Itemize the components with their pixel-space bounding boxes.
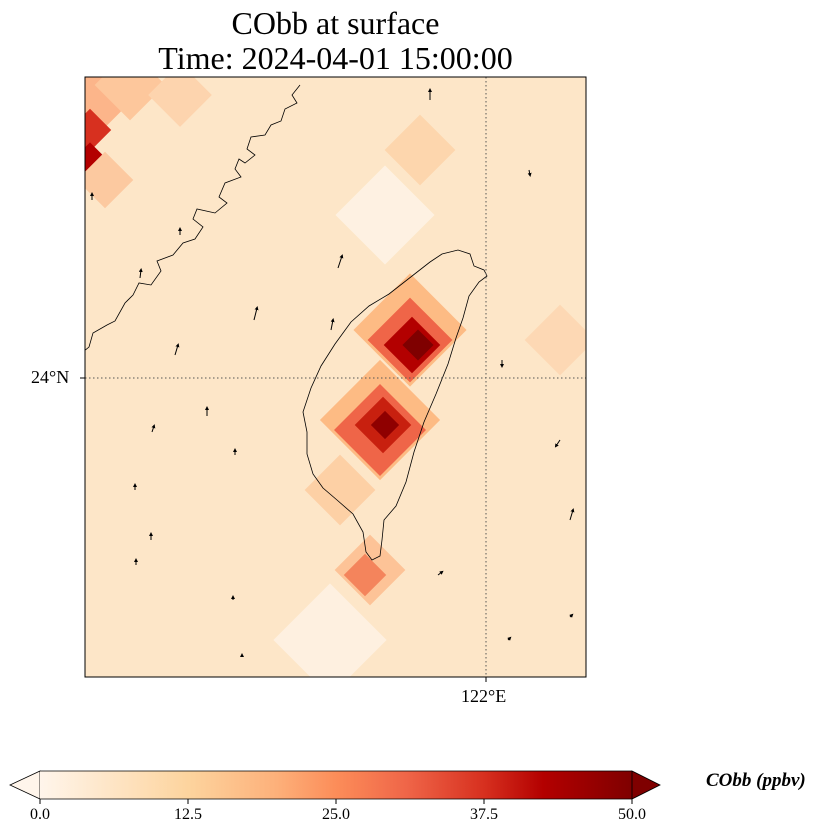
wind-arrow: [330, 318, 335, 331]
wind-arrow: [507, 636, 512, 641]
lat-label: 24°N: [31, 367, 70, 387]
field-cell: [370, 410, 400, 440]
wind-arrow: [337, 254, 344, 269]
map-area: [85, 77, 586, 677]
colorbar-tick: 0.0: [30, 806, 50, 823]
wind-arrow: [151, 424, 156, 433]
wind-arrow: [569, 613, 574, 618]
colorbar-extend-max: [631, 770, 661, 800]
colorbar-label: CObb (ppbv): [706, 770, 806, 791]
field-cell: [304, 454, 376, 526]
map-background: [85, 77, 586, 677]
wind-arrow: [253, 306, 259, 321]
colorbar-tick: 50.0: [618, 806, 646, 823]
field-cell: [524, 304, 586, 376]
colorbar-tick: 12.5: [174, 806, 202, 823]
colorbar-tick: 25.0: [322, 806, 350, 823]
field-cell: [402, 329, 434, 361]
wind-arrow: [569, 508, 575, 521]
field-cell: [85, 77, 138, 138]
map-frame: [84, 76, 587, 678]
plot-title-line2: Time: 2024-04-01 15:00:00: [158, 40, 513, 76]
wind-arrow: [554, 439, 561, 448]
colorbar-gradient: [40, 771, 632, 799]
taiwan-coastline: [302, 249, 488, 561]
china-coastline: [85, 84, 301, 351]
wind-arrow: [437, 570, 444, 576]
wind-arrow: [527, 169, 532, 177]
plot-title-line1: CObb at surface: [231, 5, 440, 41]
field-cell: [335, 165, 435, 265]
colorbar: [9, 770, 661, 804]
wind-arrow: [138, 268, 143, 279]
wind-arrow: [174, 343, 180, 356]
colorbar-tick: 37.5: [470, 806, 498, 823]
field-cell: [148, 77, 212, 127]
lon-label: 122°E: [461, 686, 507, 706]
colorbar-extend-min: [9, 770, 41, 800]
wind-vectors: [90, 88, 575, 657]
